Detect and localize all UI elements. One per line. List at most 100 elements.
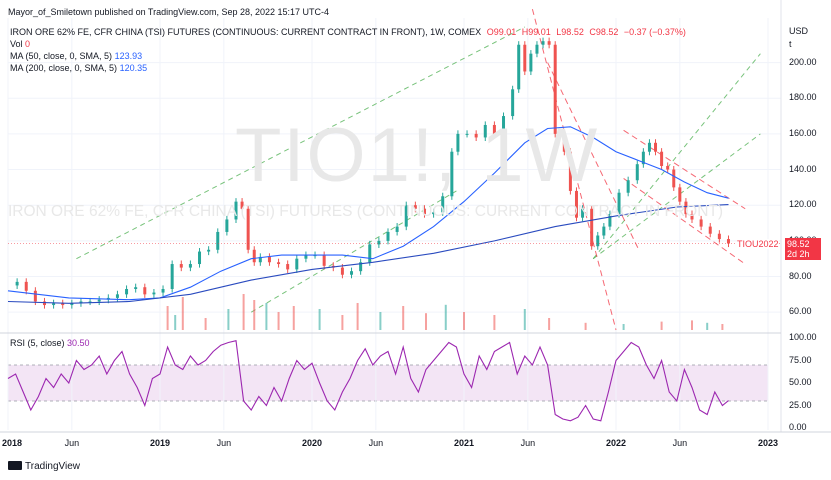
trendline	[623, 129, 746, 210]
price-candle-body	[395, 226, 399, 232]
price-candle-body	[24, 281, 28, 291]
legend-ma200[interactable]: MA (200, close, 0, SMA, 5) 120.35	[10, 63, 147, 73]
moving-averages-layer	[7, 126, 781, 304]
volume-bar	[204, 318, 207, 330]
rsi-line-layer	[7, 340, 729, 422]
price-candle-body	[240, 201, 244, 209]
price-candle-body	[198, 251, 202, 265]
price-tag-symbol: TIOU2022	[737, 239, 779, 249]
price-candle-body	[267, 256, 271, 263]
price-candle-body	[450, 151, 454, 197]
legend-ma50-label: MA (50, close, 0, SMA, 5)	[10, 51, 113, 61]
volume-bar	[181, 297, 184, 330]
legend-ma50-value: 123.93	[114, 51, 143, 61]
price-candle-body	[553, 44, 557, 134]
time-tick-label: 2020	[301, 438, 323, 448]
price-candle-body	[672, 169, 676, 188]
price-tick-label: 200.00	[789, 56, 817, 67]
price-candle-body	[52, 303, 56, 306]
price-candle-body	[568, 151, 572, 191]
volume-bar	[402, 306, 405, 330]
price-candle-body	[258, 256, 262, 263]
time-tick-label: 2023	[757, 438, 779, 448]
ma200-line	[7, 204, 729, 304]
time-tick-label: Jun	[520, 438, 536, 448]
price-candle-body	[207, 249, 211, 252]
price-candle-body	[246, 208, 250, 250]
price-candle-body	[413, 205, 417, 209]
rsi-tick-label: 50.00	[789, 377, 812, 387]
price-candle-body	[690, 214, 694, 220]
price-candle-body	[188, 264, 192, 268]
price-candle-body	[42, 301, 46, 306]
legend-ma50[interactable]: MA (50, close, 0, SMA, 5) 123.93	[10, 51, 142, 61]
trendline	[592, 53, 761, 260]
trendlines-layer	[76, 8, 761, 331]
volume-bar	[292, 306, 295, 330]
unit-label: t	[789, 39, 792, 49]
legend-volume-value: 0	[25, 39, 31, 49]
legend-rsi[interactable]: RSI (5, close) 30.50	[10, 338, 90, 348]
legend-volume-label: Vol	[10, 39, 23, 49]
legend-volume[interactable]: Vol 0	[10, 39, 30, 49]
price-candle-body	[617, 192, 621, 215]
price-tick-label: 180.00	[789, 92, 817, 103]
price-candle-body	[386, 231, 390, 241]
price-candle-body	[581, 208, 585, 218]
price-candle-body	[368, 244, 372, 263]
price-tag: 98.52 2d 2h	[785, 238, 821, 260]
price-candle-body	[286, 264, 290, 270]
price-candle-body	[626, 180, 630, 193]
price-candle-body	[277, 262, 281, 265]
price-candle-body	[684, 201, 688, 215]
price-candle-body	[574, 190, 578, 218]
price-candle-body	[523, 44, 527, 72]
price-candle-body	[541, 41, 545, 45]
rsi-line	[7, 340, 729, 422]
volume-bar	[706, 322, 709, 330]
price-candle-body	[152, 292, 156, 295]
time-tick-label: 2019	[149, 438, 171, 448]
price-candle-body	[170, 264, 174, 289]
trendline	[250, 190, 457, 313]
price-tick-label: 80.00	[789, 270, 812, 281]
price-candle-body	[678, 187, 682, 202]
ticker-watermark: TIO1!, 1W	[235, 113, 600, 198]
rsi-tick-label: 100.00	[789, 332, 817, 342]
price-tick-label: 60.00	[789, 306, 812, 317]
ohlc-open: O99.01	[486, 27, 517, 37]
price-candle-body	[602, 226, 606, 236]
volume-bar	[318, 309, 321, 330]
price-candle-body	[15, 281, 19, 286]
price-candle-body	[529, 53, 533, 72]
price-candle-body	[61, 303, 65, 306]
trendline	[623, 178, 746, 265]
tradingview-logo[interactable]: TradingView	[8, 461, 80, 472]
price-candle-body	[596, 235, 600, 247]
price-candle-body	[422, 208, 426, 215]
volume-bar	[493, 315, 496, 330]
price-candle-body	[143, 287, 147, 295]
rsi-tick-label: 75.00	[789, 354, 812, 365]
price-candle-body	[70, 303, 74, 306]
price-candle-body	[359, 262, 363, 272]
rsi-band-fill	[8, 365, 768, 401]
volume-bar	[277, 312, 280, 330]
price-candle-body	[641, 151, 645, 165]
volume-bar	[379, 312, 382, 330]
price-candle-body	[88, 301, 92, 303]
price-candle-body	[717, 233, 721, 240]
price-candle-body	[535, 44, 539, 54]
volume-bar	[425, 313, 427, 330]
price-candle-body	[125, 288, 129, 295]
price-candle-body	[547, 41, 551, 45]
rsi-tick-label: 0.00	[789, 422, 807, 432]
price-candle-body	[225, 219, 229, 232]
volume-bar	[660, 321, 663, 330]
price-candle-body	[234, 201, 238, 220]
price-candle-body	[432, 212, 436, 215]
legend-rsi-label: RSI (5, close)	[10, 338, 65, 348]
volume-bar	[691, 320, 693, 330]
description-watermark: IRON ORE 62% FE, CFR CHINA (TSI) FUTURES…	[8, 203, 724, 220]
